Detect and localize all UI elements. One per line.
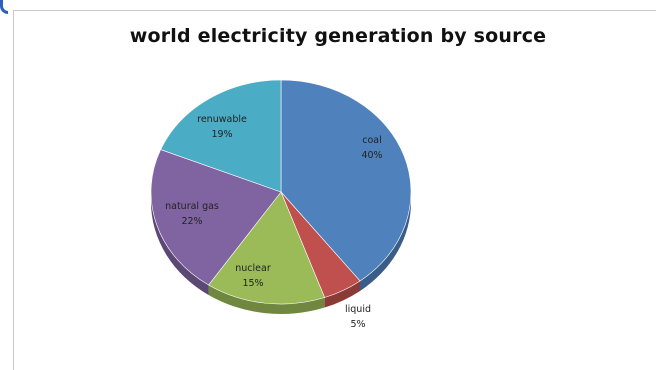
pie-chart: coal 40% liquid 5% nuclear 15% natural gas 22% r… [150, 79, 412, 330]
slice-label-renuwable: renuwable [197, 114, 247, 125]
pie-slices [150, 79, 412, 305]
pie-slice-coal [280, 79, 412, 282]
pie-labels: coal 40% liquid 5% nuclear 15% natural gas 22% r… [165, 114, 382, 330]
corner-marker [0, 0, 8, 14]
slice-value-liquid: 5% [350, 319, 365, 330]
pie-slice-nuclear [208, 191, 326, 305]
pie-slice-natural-gas [150, 149, 282, 286]
pie-side-liquid [324, 280, 361, 308]
pie-side-nuclear [208, 285, 325, 315]
slice-value-natural-gas: 22% [181, 216, 202, 227]
slice-value-renuwable: 19% [211, 129, 232, 140]
slice-label-liquid: liquid [345, 304, 371, 315]
chart-title: world electricity generation by source [129, 25, 547, 47]
pie-side-natural-gas [151, 192, 209, 296]
slice-label-nuclear: nuclear [235, 263, 271, 274]
slice-label-coal: coal [362, 135, 382, 146]
pie-slice-renuwable [160, 79, 282, 193]
slice-label-natural-gas: natural gas [165, 201, 219, 212]
slice-value-coal: 40% [361, 150, 382, 161]
pie-side-coal [360, 192, 411, 291]
pie-depth [151, 192, 411, 315]
slice-value-nuclear: 15% [242, 278, 263, 289]
